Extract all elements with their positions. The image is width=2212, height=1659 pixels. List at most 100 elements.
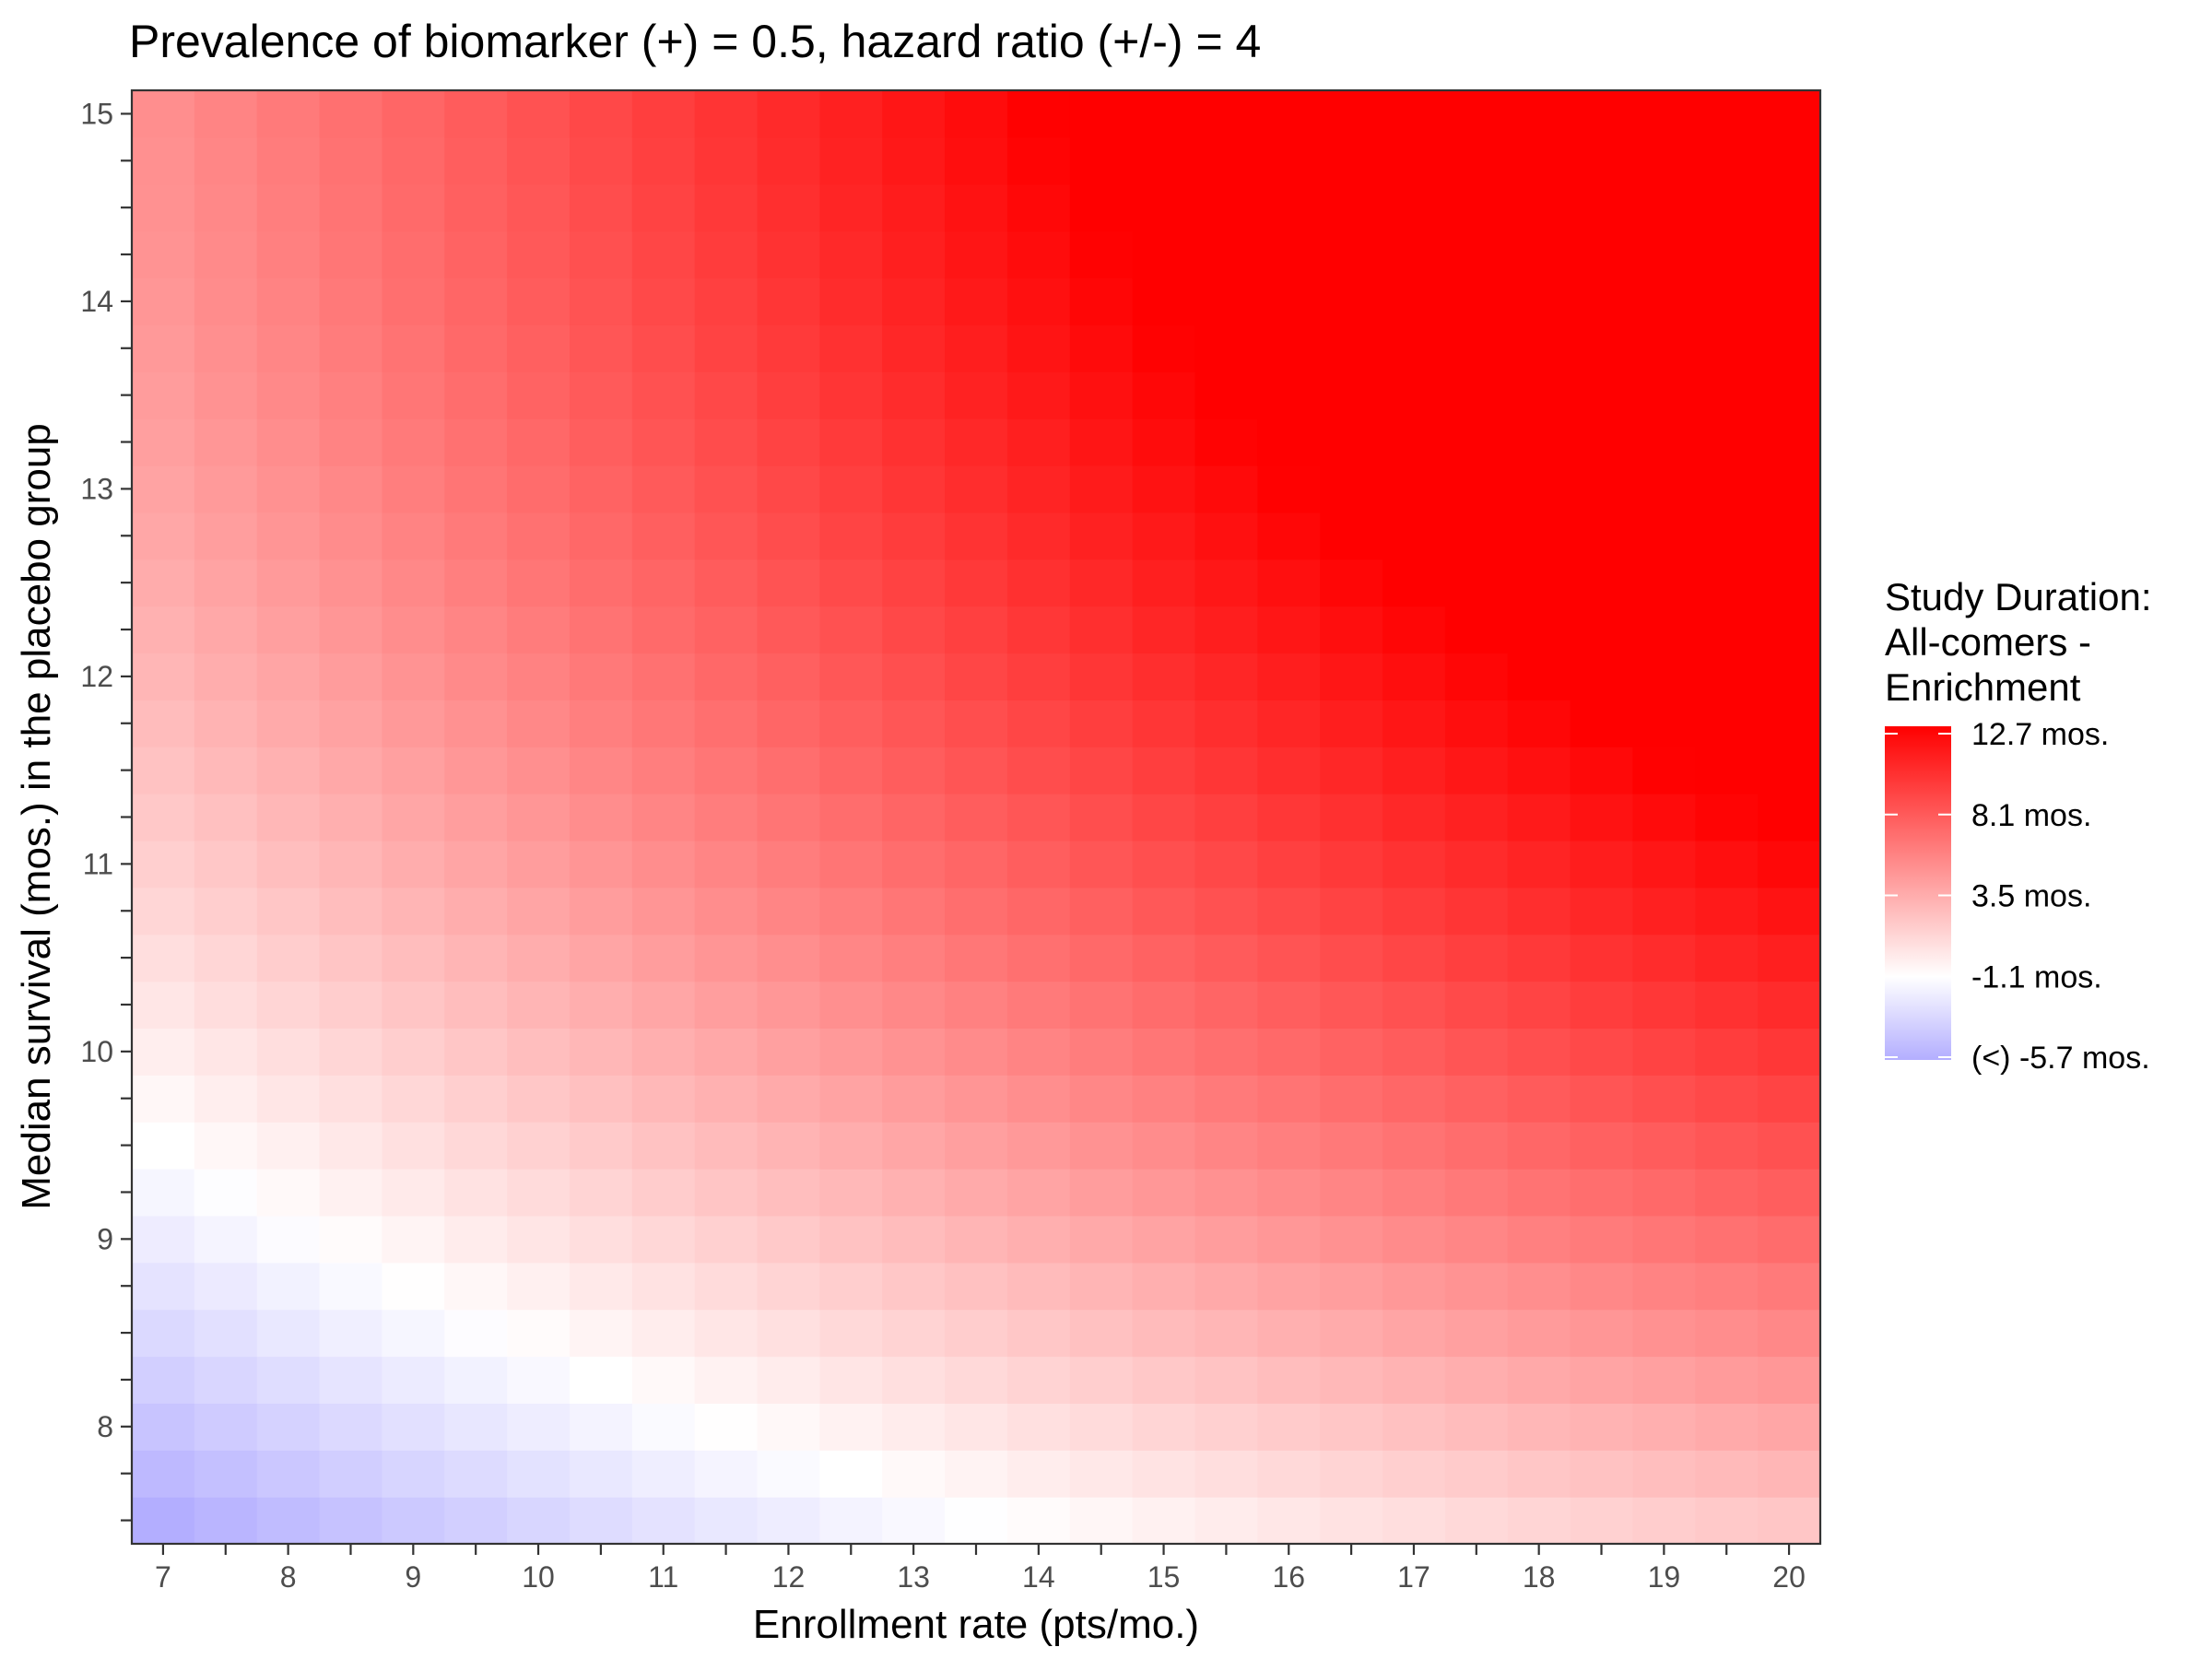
heatmap-cell [1570,418,1634,466]
heatmap-cell [132,700,195,747]
heatmap-cell [132,1356,195,1404]
heatmap-cell [1006,1122,1071,1170]
heatmap-cell [1507,1497,1571,1545]
heatmap-cell [945,371,1008,419]
heatmap-cell [1695,840,1759,888]
heatmap-cell [1695,1028,1759,1076]
heatmap-cell [1570,324,1634,372]
heatmap-cell [1570,136,1634,185]
heatmap-cell [1069,230,1134,279]
heatmap-cell [631,981,696,1030]
heatmap-cell [569,1403,633,1451]
heatmap-cell [1507,183,1571,232]
heatmap-cell [444,1215,508,1264]
heatmap-cell [194,700,258,747]
heatmap-cell [1006,230,1071,279]
heatmap-cell [1632,90,1696,138]
heatmap-cell [694,981,759,1030]
heatmap-cell [194,981,258,1030]
heatmap-cell [694,794,759,841]
heatmap-cell [1257,512,1321,560]
heatmap-cell [1382,1122,1446,1170]
heatmap-cell [1507,1262,1571,1311]
heatmap-cell [444,934,508,982]
heatmap-cell [1444,1497,1509,1545]
heatmap-cell [882,1450,946,1498]
heatmap-cell [1507,840,1571,888]
heatmap-cell [1257,1356,1321,1404]
heatmap-cell [945,512,1008,560]
heatmap-cell [132,747,195,794]
heatmap-cell [194,1262,258,1311]
heatmap-cell [569,887,633,935]
heatmap-cell [507,981,571,1030]
heatmap-cell [132,1215,195,1264]
heatmap-cell [1320,559,1383,607]
heatmap-cell [569,512,633,560]
heatmap-cell [1695,1356,1759,1404]
heatmap-cell [256,747,321,794]
heatmap-cell [569,1122,633,1170]
heatmap-cell [507,559,571,607]
heatmap-cell [882,277,946,325]
heatmap-cell [1632,1262,1696,1311]
heatmap-cell [1194,653,1258,700]
heatmap-cell [1257,1215,1321,1264]
heatmap-cell [444,794,508,841]
heatmap-cell [1695,1215,1759,1264]
heatmap-cell [507,1450,571,1498]
heatmap-cell [631,840,696,888]
heatmap-cell [1132,1262,1196,1311]
heatmap-cell [1632,1122,1696,1170]
heatmap-cell [1006,1028,1071,1076]
heatmap-cell [256,1497,321,1545]
heatmap-cell [1132,700,1196,747]
heatmap-cell [882,653,946,700]
heatmap-cell [757,934,820,982]
heatmap-cell [569,747,633,794]
heatmap-cell [819,1122,883,1170]
heatmap-cell [1507,1075,1571,1123]
heatmap-cell [631,1215,696,1264]
legend-label: -1.1 mos. [1971,959,2102,994]
heatmap-cell [1632,183,1696,232]
heatmap-cell [1257,1497,1321,1545]
chart-title: Prevalence of biomarker (+) = 0.5, hazar… [129,16,1261,67]
heatmap-cell [256,465,321,513]
heatmap-cell [1006,324,1071,372]
heatmap-cell [1382,653,1446,700]
heatmap-cell [757,418,820,466]
heatmap-cell [1382,90,1446,138]
heatmap-cell [382,371,445,419]
heatmap-cell [444,1122,508,1170]
heatmap-cell [132,183,195,232]
heatmap-cell [256,1309,321,1358]
heatmap-cell [1320,887,1383,935]
heatmap-cell [1382,183,1446,232]
heatmap-cell [757,653,820,700]
heatmap-cell [819,1215,883,1264]
heatmap-cell [1132,559,1196,607]
heatmap-cell [319,934,383,982]
heatmap-cell [1006,512,1071,560]
heatmap-cell [1382,1028,1446,1076]
heatmap-cell [1444,653,1509,700]
heatmap-cell [319,136,383,185]
heatmap-cell [631,465,696,513]
heatmap-cell [1570,1028,1634,1076]
y-tick-label: 9 [97,1222,113,1255]
heatmap-cell [1320,700,1383,747]
heatmap-cell [694,418,759,466]
heatmap-cell [256,1450,321,1498]
heatmap-cell [1257,371,1321,419]
heatmap-cell [256,418,321,466]
heatmap-cell [1444,887,1509,935]
heatmap-cell [256,1262,321,1311]
heatmap-cell [819,981,883,1030]
heatmap-cell [882,1122,946,1170]
heatmap-cell [382,1262,445,1311]
heatmap-cell [819,1262,883,1311]
heatmap-cell [1695,418,1759,466]
heatmap-cell [1632,1403,1696,1451]
heatmap-cell [882,324,946,372]
